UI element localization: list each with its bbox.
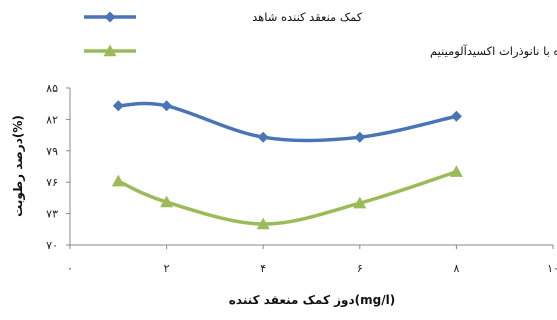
series-2 — [111, 165, 463, 230]
data-point — [353, 196, 367, 209]
legend-label: کمک منعقد کننده شاهد — [252, 10, 363, 24]
data-point — [112, 100, 124, 112]
y-tick-label: ۸۵ — [46, 82, 58, 95]
y-tick-label: ۸۲ — [46, 113, 58, 126]
y-tick-label: ۷۰ — [46, 239, 58, 252]
y-axis-title: درصد رطوبت(%) — [11, 115, 26, 217]
x-axis-title: دوز کمک منعقد کننده(mg/l) — [229, 293, 395, 308]
x-tick-label: ۴ — [260, 262, 266, 275]
y-tick-label: ۷۹ — [46, 145, 58, 158]
data-point — [111, 174, 125, 187]
data-point — [161, 100, 173, 112]
x-tick-label: ۱۰ — [547, 262, 557, 275]
legend-marker — [104, 11, 116, 23]
legend-label: کمک منعقد کننده فعال سازی شده با نانوذرا… — [430, 44, 557, 59]
data-point — [449, 165, 463, 177]
x-tick-label: ۶ — [357, 262, 363, 275]
series-1 — [112, 100, 462, 143]
x-tick-label: ۰ — [67, 262, 73, 275]
series-line — [116, 169, 459, 226]
data-point — [160, 195, 174, 208]
y-axis-ticks: ۷۰ ۷۳ ۷۶ ۷۹ ۸۲ ۸۵ — [46, 82, 70, 252]
legend-marker — [103, 44, 117, 57]
data-point — [257, 131, 269, 143]
legend-item-1: کمک منعقد کننده شاهد — [84, 10, 363, 24]
series-line — [116, 101, 459, 143]
y-tick-label: ۷۳ — [46, 208, 58, 221]
x-tick-label: ۸ — [453, 262, 459, 275]
plot-area — [111, 100, 463, 230]
y-tick-label: ۷۶ — [46, 176, 58, 189]
legend-item-2: کمک منعقد کننده فعال سازی شده با نانوذرا… — [84, 44, 557, 59]
data-point — [450, 110, 462, 122]
data-point — [354, 131, 366, 143]
x-tick-label: ۲ — [164, 262, 170, 275]
data-point — [256, 217, 270, 230]
legend: کمک منعقد کننده شاهد کمک منعقد کننده فعال… — [84, 10, 557, 59]
x-axis-ticks: ۰ ۲ ۴ ۶ ۸ ۱۰ — [67, 245, 557, 275]
